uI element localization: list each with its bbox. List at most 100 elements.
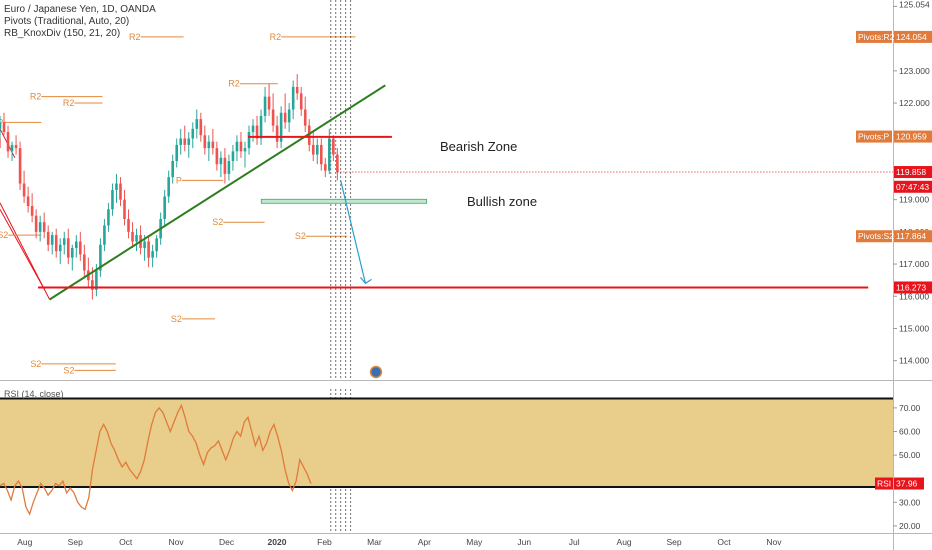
candle-body (83, 254, 86, 271)
candle-body (247, 132, 251, 149)
x-tick-label: Nov (169, 537, 185, 547)
fan-line (0, 209, 46, 291)
candle-body (199, 119, 203, 136)
x-tick-label: 2020 (268, 537, 287, 547)
pivot-label: P (0, 117, 3, 127)
pivot-label: R2 (228, 79, 240, 89)
price-tag-name-bg (856, 130, 892, 143)
candle-body (263, 96, 267, 116)
candle-body (336, 154, 339, 173)
pivot-label: S2 (63, 365, 74, 375)
candle-body (75, 241, 78, 248)
candle-body (103, 225, 106, 245)
x-tick-label: Dec (219, 537, 235, 547)
x-tick-label: Sep (68, 537, 83, 547)
y-tick-label: 115.000 (899, 323, 929, 333)
candle-body (223, 157, 227, 174)
candle-body (307, 125, 311, 145)
price-tag (894, 281, 932, 294)
candle-body (179, 138, 183, 145)
symbol-title[interactable]: Euro / Japanese Yen, 1D, OANDA (4, 4, 156, 15)
candle-body (299, 93, 303, 110)
rsi-title: RSI (14, close) (4, 389, 64, 399)
candle-body (99, 244, 102, 271)
candle-body (283, 112, 287, 123)
price-tag-value: 124.054 (896, 32, 927, 42)
candle-body (95, 270, 98, 290)
y-tick-label: 116.000 (899, 291, 929, 301)
candle-body (324, 164, 327, 171)
candle-body (332, 138, 335, 155)
rsi-tick-label: 60.00 (899, 426, 921, 436)
candle-body (183, 138, 187, 145)
pivot-label: S2 (30, 359, 41, 369)
candle-body (235, 141, 239, 152)
bearish-zone-label: Bearish Zone (440, 139, 517, 154)
y-tick-label: 122.000 (899, 98, 930, 108)
candle-body (271, 109, 275, 126)
bullish-zone-box (260, 198, 428, 204)
price-tag-value: 116.273 (896, 282, 926, 292)
rsi-line (0, 403, 312, 516)
candle-body (0, 122, 2, 129)
x-tick-label: Sep (666, 537, 681, 547)
candle-body (46, 231, 50, 245)
candle-body (287, 109, 291, 123)
bullish-zone-label: Bullish zone (467, 194, 537, 209)
candle-body (243, 148, 247, 152)
candle-body (291, 86, 295, 110)
candle-body (151, 251, 154, 258)
candle-body (239, 141, 243, 152)
pivot-label: S2 (0, 230, 8, 240)
candle-body (255, 125, 259, 139)
candle-body (54, 235, 58, 252)
x-tick-label: Aug (17, 537, 32, 547)
price-tag-name: Pivots:P (858, 132, 890, 142)
trendline (49, 84, 386, 301)
candle-body (187, 138, 191, 145)
candle-body (10, 144, 14, 152)
candle-body (203, 135, 207, 149)
rsi-tag-name-bg (875, 477, 893, 490)
candle-body (303, 109, 307, 126)
candle-body (58, 244, 62, 252)
candle-body (259, 115, 263, 139)
pivot-label: S2 (212, 217, 223, 227)
indicator-pivots[interactable]: Pivots (Traditional, Auto, 20) (4, 16, 130, 27)
candle-body (175, 144, 179, 162)
x-tick-label: Oct (717, 537, 731, 547)
candle-body (275, 125, 279, 142)
candle-body (70, 247, 74, 258)
x-tick-label: Jul (569, 537, 580, 547)
pivot-label: R2 (63, 98, 75, 108)
candle-body (91, 280, 94, 290)
price-tag-value: 120.959 (896, 132, 927, 142)
price-tag-value: 119.858 (896, 167, 926, 177)
price-tag-value: 07:47:43 (896, 182, 929, 192)
indicator-knoxdiv[interactable]: RB_KnoxDiv (150, 21, 20) (4, 28, 121, 39)
candle-body (215, 148, 219, 165)
rsi-tick-label: 30.00 (899, 497, 921, 507)
candle-body (79, 241, 82, 255)
pivot-label: R2 (270, 32, 282, 42)
rsi-tick-label: 20.00 (899, 521, 921, 531)
x-tick-label: Jun (517, 537, 531, 547)
rsi-tag-value: 37.96 (896, 479, 918, 489)
candle-body (107, 209, 110, 226)
candle-body (143, 241, 146, 248)
candle-body (219, 157, 223, 165)
candle-body (267, 96, 271, 110)
x-tick-label: May (466, 537, 483, 547)
candle-body (195, 119, 199, 129)
candle-body (171, 161, 174, 178)
price-tag-name-bg (856, 30, 892, 43)
candle-body (279, 112, 283, 142)
x-tick-label: Feb (317, 537, 332, 547)
candle-body (14, 144, 18, 149)
candle-body (227, 161, 231, 174)
price-tag-name-bg (856, 230, 892, 243)
x-tick-label: Mar (367, 537, 382, 547)
candle-body (22, 183, 26, 197)
candle-body (131, 231, 134, 242)
